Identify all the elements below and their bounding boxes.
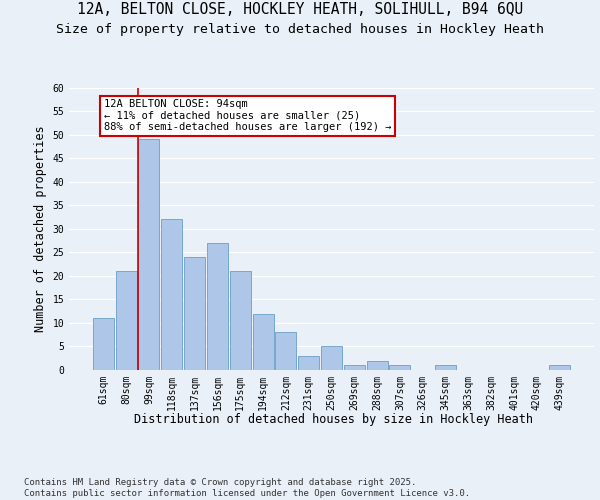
Bar xyxy=(344,366,365,370)
Text: Contains HM Land Registry data © Crown copyright and database right 2025.
Contai: Contains HM Land Registry data © Crown c… xyxy=(24,478,470,498)
Bar xyxy=(184,257,205,370)
Bar xyxy=(275,332,296,370)
Text: Distribution of detached houses by size in Hockley Heath: Distribution of detached houses by size … xyxy=(134,412,533,426)
Text: Size of property relative to detached houses in Hockley Heath: Size of property relative to detached ho… xyxy=(56,22,544,36)
Bar xyxy=(549,366,570,370)
Text: 12A BELTON CLOSE: 94sqm
← 11% of detached houses are smaller (25)
88% of semi-de: 12A BELTON CLOSE: 94sqm ← 11% of detache… xyxy=(104,100,391,132)
Y-axis label: Number of detached properties: Number of detached properties xyxy=(34,126,47,332)
Bar xyxy=(367,360,388,370)
Bar xyxy=(298,356,319,370)
Bar xyxy=(161,220,182,370)
Bar xyxy=(321,346,342,370)
Bar xyxy=(389,366,410,370)
Bar xyxy=(253,314,274,370)
Bar xyxy=(230,271,251,370)
Bar xyxy=(93,318,114,370)
Text: 12A, BELTON CLOSE, HOCKLEY HEATH, SOLIHULL, B94 6QU: 12A, BELTON CLOSE, HOCKLEY HEATH, SOLIHU… xyxy=(77,2,523,18)
Bar xyxy=(116,271,137,370)
Bar xyxy=(207,243,228,370)
Bar xyxy=(435,366,456,370)
Bar xyxy=(139,140,160,370)
